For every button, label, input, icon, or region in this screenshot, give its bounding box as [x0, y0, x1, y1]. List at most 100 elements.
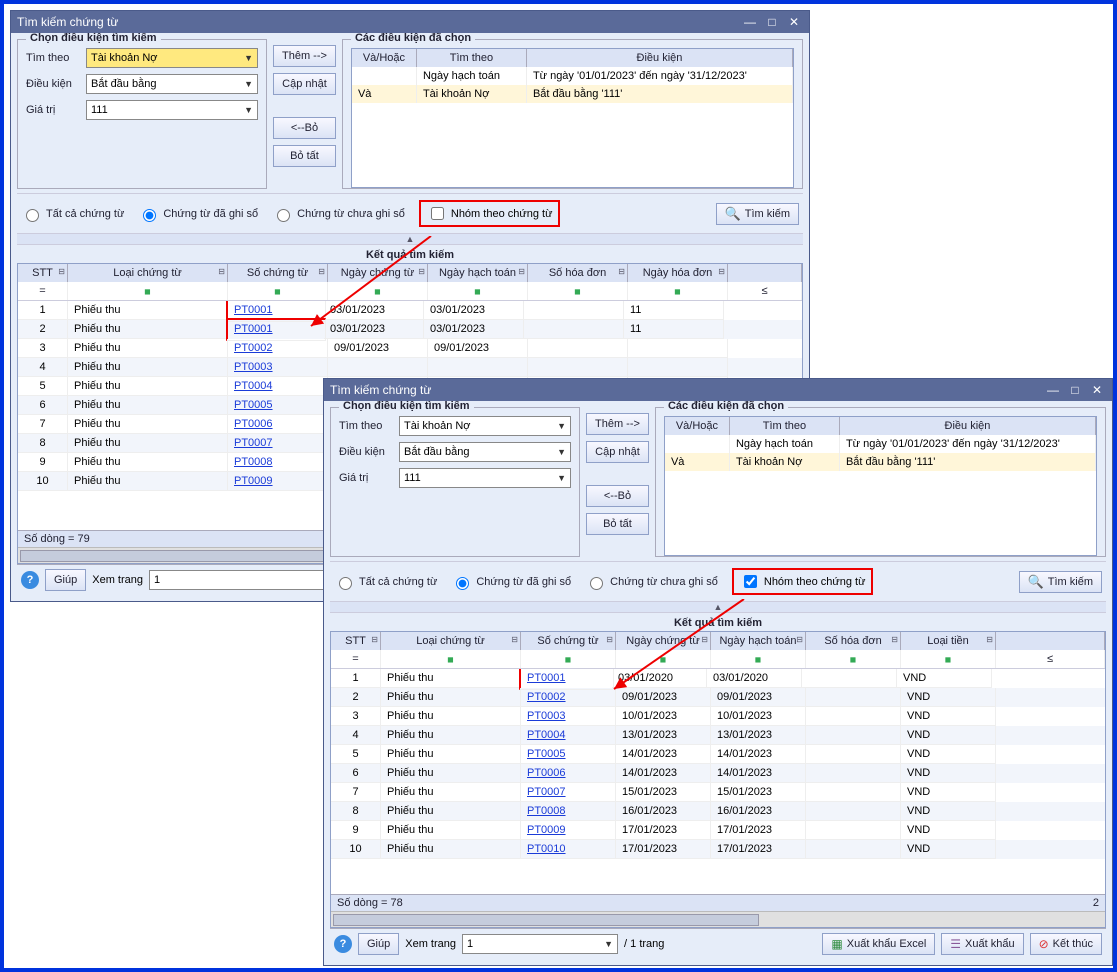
- radio-posted[interactable]: Chứng từ đã ghi sổ: [138, 206, 258, 222]
- voucher-link[interactable]: PT0009: [527, 824, 566, 836]
- grid-header[interactable]: Loại chứng từ⊟: [381, 632, 521, 650]
- table-row[interactable]: 8Phiếu thuPT000816/01/202316/01/2023VND: [331, 802, 1105, 821]
- grid-filter[interactable]: ◼: [528, 282, 628, 300]
- radio-posted[interactable]: Chứng từ đã ghi sổ: [451, 574, 571, 590]
- voucher-link[interactable]: PT0001: [234, 323, 273, 335]
- update-button[interactable]: Cập nhật: [273, 73, 336, 95]
- voucher-link[interactable]: PT0003: [527, 710, 566, 722]
- voucher-link[interactable]: PT0001: [234, 304, 273, 316]
- help-icon[interactable]: ?: [334, 935, 352, 953]
- voucher-link[interactable]: PT0001: [527, 672, 566, 684]
- voucher-link[interactable]: PT0006: [527, 767, 566, 779]
- grid-filter[interactable]: ◼: [806, 650, 901, 668]
- voucher-link[interactable]: PT0008: [234, 456, 273, 468]
- voucher-link[interactable]: PT0004: [234, 380, 273, 392]
- table-row[interactable]: 2Phiếu thuPT000209/01/202309/01/2023VND: [331, 688, 1105, 707]
- close-icon[interactable]: ✕: [1088, 383, 1106, 397]
- combo-dieukien[interactable]: Bắt đầu bằng▼: [86, 74, 258, 94]
- help-button[interactable]: Giúp: [358, 933, 399, 955]
- grid-filter[interactable]: ◼: [616, 650, 711, 668]
- radio-unposted[interactable]: Chứng từ chưa ghi sổ: [585, 574, 718, 590]
- grid-header[interactable]: Loại tiền⊟: [901, 632, 996, 650]
- voucher-link[interactable]: PT0002: [527, 691, 566, 703]
- grid-filter[interactable]: =: [18, 282, 68, 300]
- add-button[interactable]: Thêm -->: [586, 413, 649, 435]
- condition-row[interactable]: VàTài khoản NợBắt đầu bằng '111': [352, 85, 793, 103]
- condition-row[interactable]: Ngày hạch toánTừ ngày '01/01/2023' đến n…: [352, 67, 793, 85]
- voucher-link[interactable]: PT0009: [234, 475, 273, 487]
- voucher-link[interactable]: PT0005: [234, 399, 273, 411]
- table-row[interactable]: 1Phiếu thuPT000103/01/202003/01/2020VND: [331, 669, 1105, 688]
- radio-all[interactable]: Tất cả chứng từ: [334, 574, 437, 590]
- remove-button[interactable]: <--Bỏ: [586, 485, 649, 507]
- table-row[interactable]: 6Phiếu thuPT000614/01/202314/01/2023VND: [331, 764, 1105, 783]
- maximize-icon[interactable]: □: [1066, 383, 1084, 397]
- combo-timtheo[interactable]: Tài khoản Nợ▼: [399, 416, 571, 436]
- voucher-link[interactable]: PT0007: [234, 437, 273, 449]
- combo-dieukien[interactable]: Bắt đầu bằng▼: [399, 442, 571, 462]
- grid-header[interactable]: Loại chứng từ⊟: [68, 264, 228, 282]
- grid-filter[interactable]: ◼: [711, 650, 806, 668]
- search-button[interactable]: 🔍 Tìm kiếm: [1019, 571, 1102, 593]
- grid-filter[interactable]: ◼: [901, 650, 996, 668]
- update-button[interactable]: Cập nhật: [586, 441, 649, 463]
- table-row[interactable]: 2Phiếu thuPT000103/01/202303/01/202311: [18, 320, 802, 339]
- search-button[interactable]: 🔍 Tìm kiếm: [716, 203, 799, 225]
- help-button[interactable]: Giúp: [45, 569, 86, 591]
- grid-filter[interactable]: ◼: [381, 650, 521, 668]
- voucher-link[interactable]: PT0003: [234, 361, 273, 373]
- grid-filter[interactable]: ◼: [628, 282, 728, 300]
- grid-filter[interactable]: ◼: [328, 282, 428, 300]
- grid-filter[interactable]: ◼: [521, 650, 616, 668]
- grid-filter[interactable]: =: [331, 650, 381, 668]
- grid-filter[interactable]: ◼: [428, 282, 528, 300]
- remove-button[interactable]: <--Bỏ: [273, 117, 336, 139]
- voucher-link[interactable]: PT0010: [527, 843, 566, 855]
- combo-giatri[interactable]: 111▼: [86, 100, 258, 120]
- grid-header[interactable]: Số chứng từ⊟: [521, 632, 616, 650]
- maximize-icon[interactable]: □: [763, 15, 781, 29]
- help-icon[interactable]: ?: [21, 571, 39, 589]
- voucher-link[interactable]: PT0007: [527, 786, 566, 798]
- voucher-link[interactable]: PT0006: [234, 418, 273, 430]
- close-icon[interactable]: ✕: [785, 15, 803, 29]
- table-row[interactable]: 10Phiếu thuPT001017/01/202317/01/2023VND: [331, 840, 1105, 859]
- grid-header[interactable]: Số hóa đơn⊟: [806, 632, 901, 650]
- combo-timtheo[interactable]: Tài khoản Nợ▼: [86, 48, 258, 68]
- grid-header[interactable]: Ngày chứng từ⊟: [616, 632, 711, 650]
- grid-header[interactable]: Ngày chứng từ⊟: [328, 264, 428, 282]
- grid-header[interactable]: Ngày hạch toán⊟: [428, 264, 528, 282]
- voucher-link[interactable]: PT0008: [527, 805, 566, 817]
- grid-header[interactable]: Ngày hóa đơn⊟: [628, 264, 728, 282]
- export-button[interactable]: ☰ Xuất khẩu: [941, 933, 1023, 955]
- table-row[interactable]: 4Phiếu thuPT0003: [18, 358, 802, 377]
- group-by-voucher-checkbox[interactable]: Nhóm theo chứng từ: [732, 568, 874, 595]
- combo-giatri[interactable]: 111▼: [399, 468, 571, 488]
- table-row[interactable]: 5Phiếu thuPT000514/01/202314/01/2023VND: [331, 745, 1105, 764]
- page-select[interactable]: 1▼: [462, 934, 618, 954]
- export-excel-button[interactable]: ▦ Xuất khẩu Excel: [822, 933, 935, 955]
- voucher-link[interactable]: PT0005: [527, 748, 566, 760]
- grid-header[interactable]: STT⊟: [18, 264, 68, 282]
- close-button[interactable]: ⊘ Kết thúc: [1030, 933, 1102, 955]
- minimize-icon[interactable]: —: [741, 15, 759, 29]
- table-row[interactable]: 4Phiếu thuPT000413/01/202313/01/2023VND: [331, 726, 1105, 745]
- table-row[interactable]: 3Phiếu thuPT000209/01/202309/01/2023: [18, 339, 802, 358]
- voucher-link[interactable]: PT0004: [527, 729, 566, 741]
- grid-header[interactable]: Số chứng từ⊟: [228, 264, 328, 282]
- remove-all-button[interactable]: Bỏ tất: [586, 513, 649, 535]
- table-row[interactable]: 7Phiếu thuPT000715/01/202315/01/2023VND: [331, 783, 1105, 802]
- radio-unposted[interactable]: Chứng từ chưa ghi sổ: [272, 206, 405, 222]
- table-row[interactable]: 3Phiếu thuPT000310/01/202310/01/2023VND: [331, 707, 1105, 726]
- remove-all-button[interactable]: Bỏ tất: [273, 145, 336, 167]
- grid-filter[interactable]: ◼: [68, 282, 228, 300]
- grid-header[interactable]: Ngày hạch toán⊟: [711, 632, 806, 650]
- condition-row[interactable]: Ngày hạch toánTừ ngày '01/01/2023' đến n…: [665, 435, 1096, 453]
- voucher-link[interactable]: PT0002: [234, 342, 273, 354]
- table-row[interactable]: 1Phiếu thuPT000103/01/202303/01/202311: [18, 301, 802, 320]
- group-by-voucher-checkbox[interactable]: Nhóm theo chứng từ: [419, 200, 561, 227]
- scrollbar-h[interactable]: [331, 911, 1105, 927]
- grid-header[interactable]: STT⊟: [331, 632, 381, 650]
- grid-header[interactable]: Số hóa đơn⊟: [528, 264, 628, 282]
- add-button[interactable]: Thêm -->: [273, 45, 336, 67]
